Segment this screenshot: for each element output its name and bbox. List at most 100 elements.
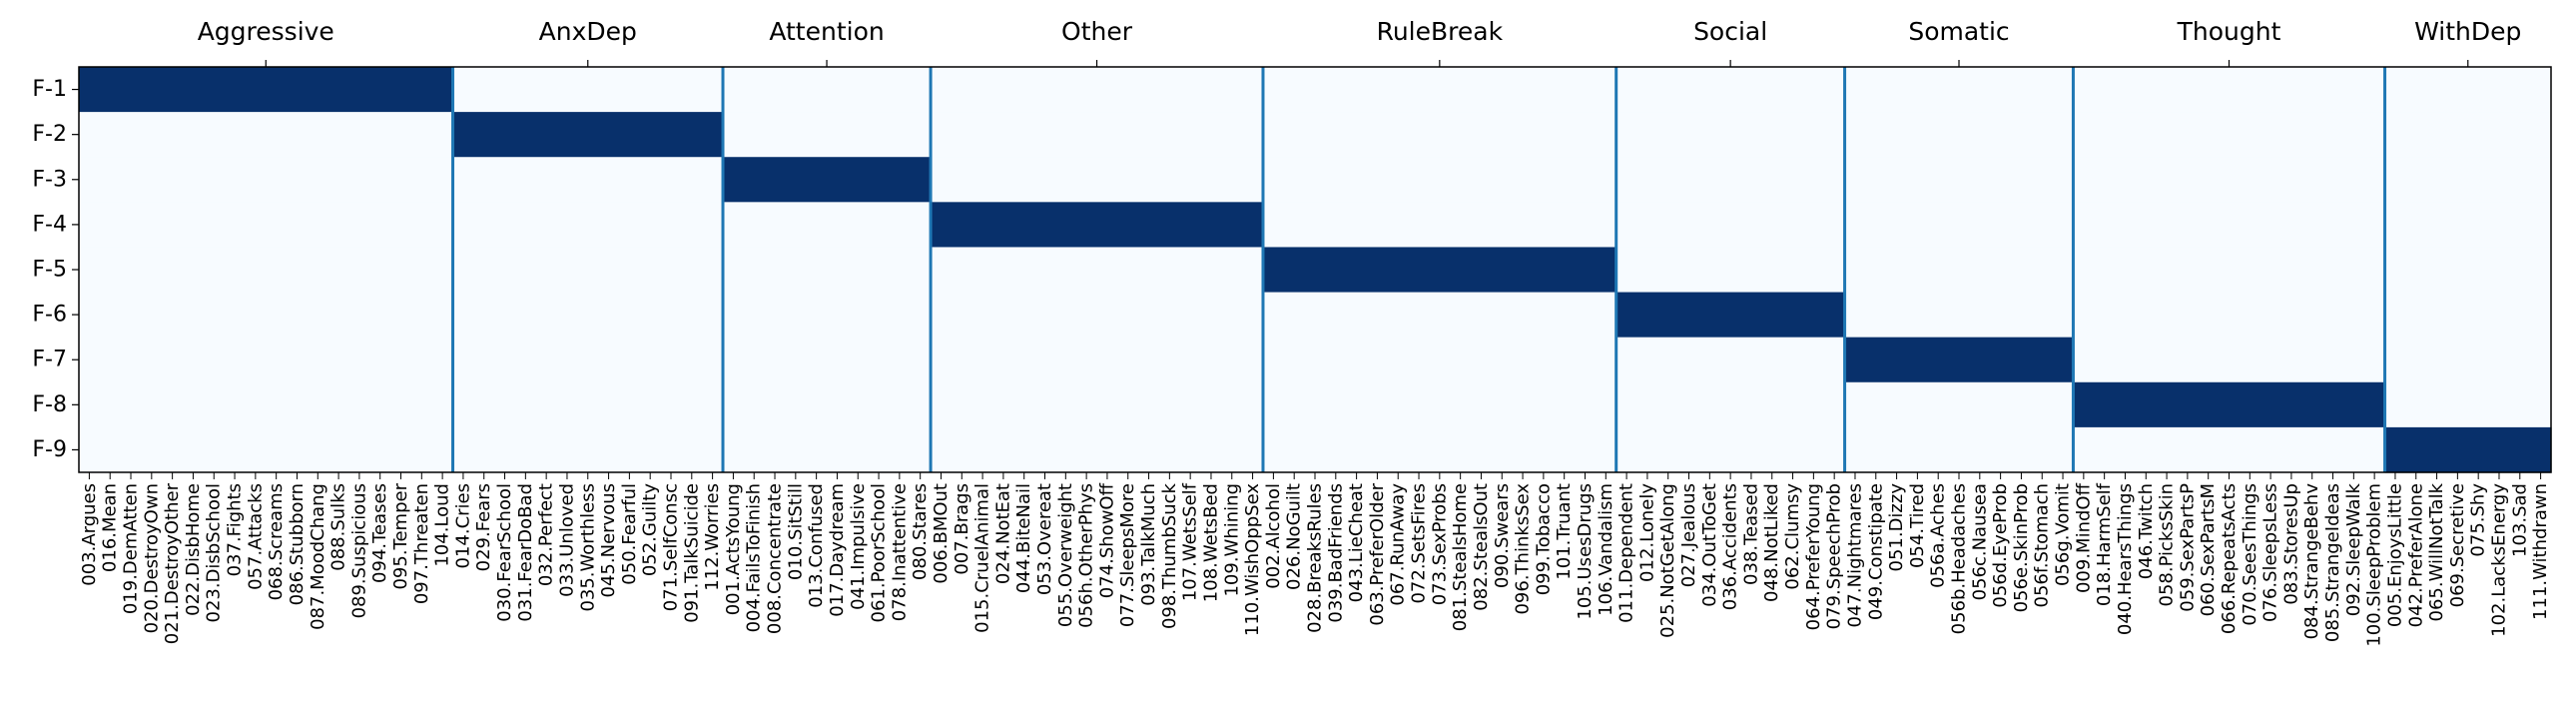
item-label-033-unloved: 033.Unloved — [556, 483, 577, 597]
cell-f-9-somatic — [1844, 426, 2075, 473]
item-label-057-attacks: 057.Attacks — [245, 483, 266, 590]
item-label-085-strangeideas: 085.StrangeIdeas — [2322, 483, 2343, 642]
item-label-051-dizzy: 051.Dizzy — [1886, 483, 1907, 572]
cell-f-4-social — [1615, 202, 1846, 249]
item-label-016-mean: 016.Mean — [100, 483, 121, 572]
item-label-087-moodchang: 087.MoodChang — [308, 483, 328, 630]
row-label-f-7: F-7 — [32, 348, 67, 372]
item-label-061-poorschool: 061.PoorSchool — [869, 483, 890, 622]
item-label-019-dematten: 019.DemAtten — [121, 483, 142, 614]
row-label-f-3: F-3 — [32, 167, 67, 192]
heatmap-cells — [79, 67, 2552, 473]
cell-f-9-anxdep — [452, 426, 724, 473]
item-label-007-brags: 007.Brags — [952, 483, 972, 575]
item-label-023-disbschool: 023.DisbSchool — [204, 483, 225, 623]
item-label-041-impulsive: 041.Impulsive — [848, 483, 869, 610]
item-label-080-stares: 080.Stares — [910, 483, 931, 580]
item-label-089-suspicious: 089.Suspicious — [348, 483, 369, 618]
row-label-f-1: F-1 — [32, 77, 67, 102]
item-label-076-sleepsless: 076.SleepsLess — [2260, 483, 2281, 622]
item-label-056e-skinprob: 056e.SkinProb — [2011, 483, 2032, 612]
item-label-056h-otherphys: 056h.OtherPhys — [1076, 483, 1097, 628]
item-label-053-overeat: 053.Overeat — [1034, 483, 1055, 595]
cell-f-3-rulebreak — [1262, 157, 1617, 203]
item-label-012-lonely: 012.Lonely — [1636, 483, 1657, 582]
group-label-social: Social — [1693, 17, 1767, 46]
item-label-048-notliked: 048.NotLiked — [1761, 483, 1782, 602]
cell-f-7-aggressive — [79, 337, 454, 383]
item-label-014-cries: 014.Cries — [452, 483, 473, 569]
item-label-078-inattentive: 078.Inattentive — [889, 483, 910, 621]
cell-f-2-withdep — [2384, 112, 2552, 158]
row-label-f-5: F-5 — [32, 258, 67, 283]
item-label-058-picksskin: 058.PicksSkin — [2157, 483, 2178, 607]
row-label-f-8: F-8 — [32, 392, 67, 417]
cell-f-2-social — [1615, 112, 1846, 158]
cell-f-2-attention — [723, 112, 932, 158]
item-label-001-actsyoung: 001.ActsYoung — [723, 483, 744, 615]
cell-f-5-somatic — [1844, 247, 2075, 294]
item-label-013-confused: 013.Confused — [806, 483, 827, 608]
cell-f-9-other — [931, 426, 1264, 473]
item-label-056f-stomach: 056f.Stomach — [2032, 483, 2053, 607]
cell-f-2-aggressive — [79, 112, 454, 158]
cell-f-7-withdep — [2384, 337, 2552, 383]
item-label-006-bmout: 006.BMOut — [931, 483, 952, 584]
item-label-052-guilty: 052.Guilty — [640, 483, 661, 576]
cell-f-8-attention — [723, 381, 932, 428]
item-label-025-notgetalong: 025.NotGetAlong — [1657, 483, 1678, 638]
cell-f-3-somatic — [1844, 157, 2075, 203]
item-label-050-fearful: 050.Fearful — [619, 483, 640, 585]
left-axis: F-1 F-2 F-3 F-4 F-5 F-6 F-7 F-8 F-9 — [32, 77, 79, 462]
cell-f-9-social — [1615, 426, 1846, 473]
group-label-rulebreak: RuleBreak — [1377, 17, 1504, 46]
item-label-099-tobacco: 099.Tobacco — [1533, 483, 1554, 595]
item-label-092-sleepwalk: 092.SleepWalk — [2343, 482, 2364, 616]
cell-f-4-attention — [723, 202, 932, 249]
cell-f-3-thought — [2073, 157, 2386, 203]
item-label-106-vandalism: 106.Vandalism — [1596, 483, 1616, 616]
item-label-096-thinkssex: 096.ThinksSex — [1513, 483, 1534, 615]
item-label-036-accidents: 036.Accidents — [1720, 483, 1741, 610]
item-label-095-temper: 095.Temper — [390, 482, 411, 589]
item-label-068-screams: 068.Screams — [266, 483, 287, 600]
item-label-103-sad: 103.Sad — [2509, 483, 2530, 557]
cell-f-5-attention — [723, 247, 932, 294]
cell-f-1-withdep — [2384, 67, 2552, 113]
item-label-011-dependent: 011.Dependent — [1616, 483, 1637, 623]
item-label-027-jealous: 027.Jealous — [1678, 483, 1699, 587]
cell-f-6-somatic — [1844, 292, 2075, 339]
item-label-056b-headaches: 056b.Headaches — [1949, 483, 1970, 634]
cell-f-7-somatic — [1844, 337, 2075, 383]
item-label-107-wetsself: 107.WetsSelf — [1180, 482, 1201, 601]
item-label-108-wetsbed: 108.WetsBed — [1200, 483, 1221, 602]
item-label-097-threaten: 097.Threaten — [411, 483, 432, 604]
cell-f-1-thought — [2073, 67, 2386, 113]
item-label-009-mindoff: 009.MindOff — [2073, 482, 2094, 593]
item-label-064-preferyoung: 064.PreferYoung — [1803, 483, 1824, 630]
item-label-073-sexprobs: 073.SexProbs — [1429, 483, 1450, 605]
cell-f-4-somatic — [1844, 202, 2075, 249]
item-label-017-daydream: 017.Daydream — [827, 483, 848, 617]
item-label-082-stealsout: 082.StealsOut — [1471, 483, 1492, 611]
group-label-anxdep: AnxDep — [539, 17, 637, 46]
cell-f-1-anxdep — [452, 67, 724, 113]
item-label-015-cruelanimal: 015.CruelAnimal — [972, 483, 993, 633]
cell-f-5-thought — [2073, 247, 2386, 294]
cell-f-4-withdep — [2384, 202, 2552, 249]
item-label-063-preferolder: 063.PreferOlder — [1367, 482, 1388, 625]
item-label-047-nightmares: 047.Nightmares — [1844, 483, 1865, 627]
cell-f-4-thought — [2073, 202, 2386, 249]
cell-f-3-anxdep — [452, 157, 724, 203]
item-label-059-sexpartsp: 059.SexPartsP — [2177, 483, 2198, 612]
cell-f-6-withdep — [2384, 292, 2552, 339]
item-label-100-sleepproblem: 100.SleepProblem — [2364, 483, 2385, 647]
item-label-083-storesup: 083.StoresUp — [2280, 483, 2301, 605]
item-label-098-thumbsuck: 098.ThumbSuck — [1159, 482, 1180, 629]
item-label-029-fears: 029.Fears — [473, 483, 494, 571]
item-label-072-setsfires: 072.SetsFires — [1409, 483, 1430, 604]
item-label-005-enjoyslittle: 005.EnjoysLittle — [2384, 483, 2405, 627]
item-label-084-strangebehv: 084.StrangeBehv — [2301, 483, 2322, 640]
item-label-040-hearsthings: 040.HearsThings — [2115, 483, 2136, 635]
item-label-088-sulks: 088.Sulks — [328, 483, 349, 571]
